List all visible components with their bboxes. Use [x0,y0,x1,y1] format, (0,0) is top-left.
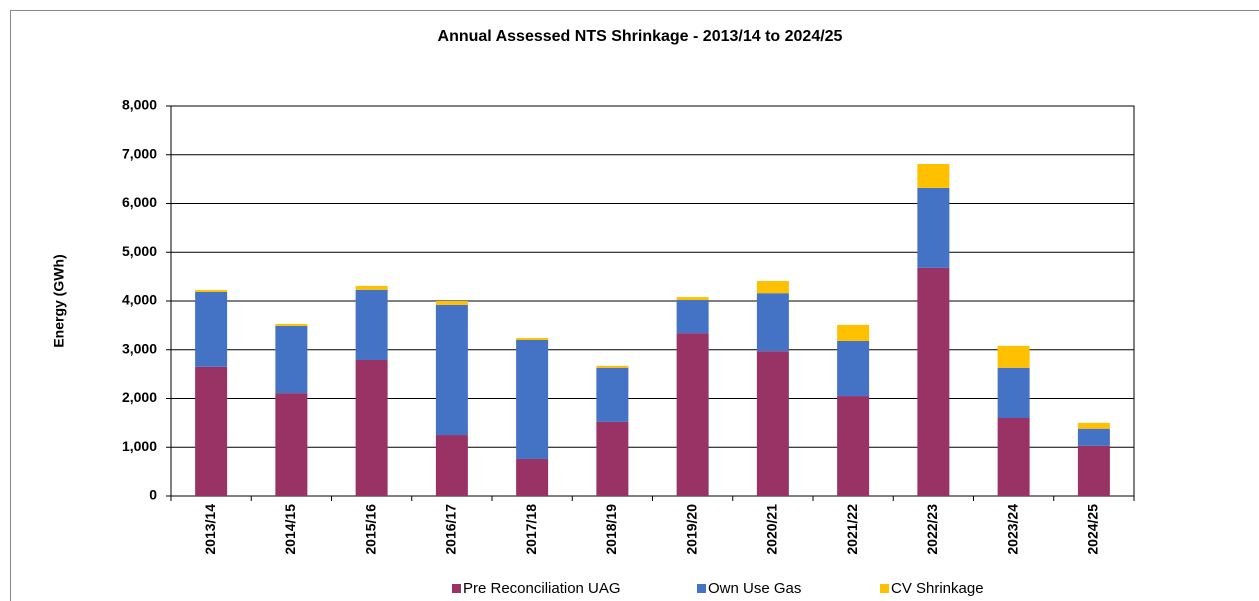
legend-swatch [697,584,706,593]
y-tick-label: 5,000 [122,243,157,259]
x-tick-label: 2019/20 [683,504,699,555]
bar-segment [676,333,709,496]
x-tick-label: 2013/14 [202,504,218,555]
y-tick-label: 8,000 [122,97,157,113]
y-tick-label: 7,000 [122,145,157,161]
bar-segment [516,338,549,340]
chart-title: Annual Assessed NTS Shrinkage - 2013/14 … [438,28,843,45]
bar-segment [516,458,549,496]
y-tick-label: 0 [149,487,157,503]
bar-segment [435,435,468,496]
bar-segment [1077,422,1110,429]
bar-segment [516,340,549,459]
x-tick-label: 2024/25 [1085,504,1101,555]
legend-label: CV Shrinkage [891,580,984,597]
y-tick-label: 4,000 [122,292,157,308]
x-tick-label: 2022/23 [924,504,940,555]
bar-segment [756,351,789,496]
y-tick-label: 2,000 [122,389,157,405]
bar-segment [275,393,308,496]
y-tick-label: 1,000 [122,438,157,454]
bar-segment [355,359,388,496]
bar-segment [997,367,1030,418]
legend-label: Own Use Gas [708,580,801,597]
legend-label: Pre Reconciliation UAG [463,580,621,597]
bar-segment [917,187,950,268]
bar-segment [756,293,789,352]
bar-segment [917,164,950,188]
bar-segment [275,325,308,394]
bar-segment [195,290,228,292]
bar-segment [917,267,950,496]
x-tick-label: 2020/21 [764,504,780,555]
legend-swatch [452,584,461,593]
x-tick-label: 2017/18 [523,504,539,555]
bar-segment [195,366,228,496]
bar-segment [596,367,629,422]
bar-segment [596,365,629,368]
legend-swatch [880,584,889,593]
bar-segment [1077,445,1110,496]
bar-segment [997,418,1030,496]
x-tick-label: 2021/22 [844,504,860,555]
bar-segment [435,304,468,436]
y-tick-label: 3,000 [122,340,157,356]
y-axis-label: Energy (GWh) [51,254,67,347]
bar-segment [596,421,629,496]
x-tick-label: 2016/17 [443,504,459,555]
bar-segment [997,345,1030,368]
bar-segment [676,300,709,334]
bar-segment [676,297,709,301]
bar-segment [435,301,468,305]
x-tick-label: 2018/19 [603,504,619,555]
bar-segment [275,323,308,326]
bar-segment [195,291,228,367]
x-tick-label: 2015/16 [362,504,378,555]
x-tick-label: 2023/24 [1004,504,1020,555]
bar-segment [355,285,388,290]
bar-segment [1077,428,1110,446]
bar-segment [837,340,870,397]
x-tick-label: 2014/15 [282,504,298,555]
y-tick-label: 6,000 [122,194,157,210]
bar-segment [837,396,870,496]
bar-segment [355,289,388,360]
bar-segment [756,281,789,294]
bar-segment [837,324,870,341]
